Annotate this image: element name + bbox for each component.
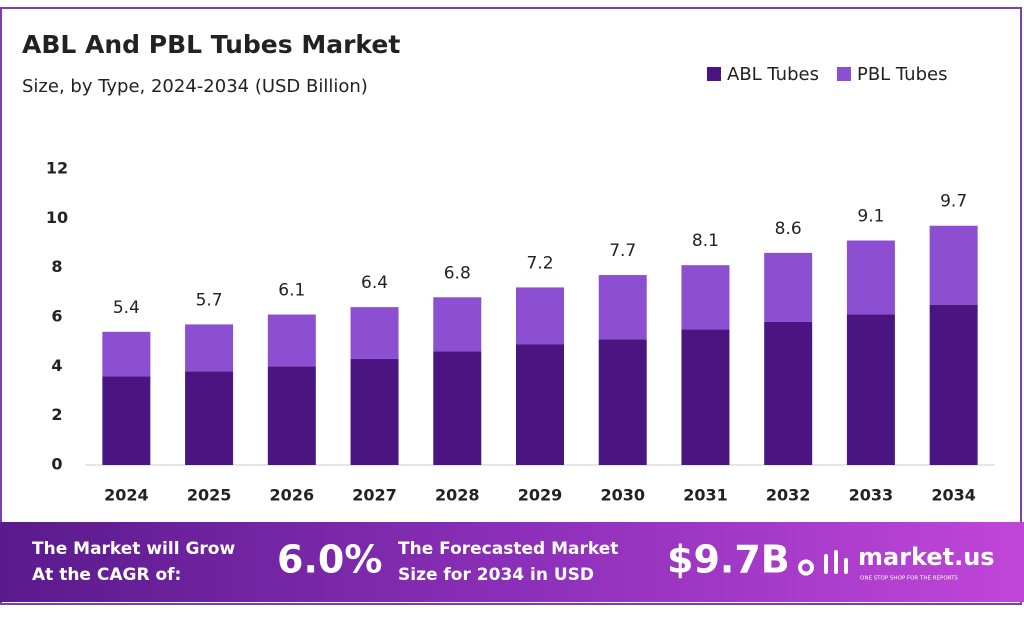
brand-logo <box>798 550 848 576</box>
x-tick-label: 2028 <box>435 486 480 505</box>
y-tick-label: 12 <box>46 159 68 178</box>
x-tick-label: 2026 <box>270 486 315 505</box>
bar-segment <box>433 351 482 465</box>
total-label: 8.6 <box>775 219 802 239</box>
legend-label: PBL Tubes <box>857 64 948 85</box>
x-tick-label: 2029 <box>518 486 563 505</box>
x-tick-label: 2034 <box>931 486 976 505</box>
brand-name: market.us <box>858 543 995 571</box>
x-tick-label: 2025 <box>187 486 232 505</box>
x-tick-label: 2030 <box>600 486 645 505</box>
bar-segment <box>185 371 234 465</box>
bar-segment <box>433 297 482 352</box>
forecast-line: The Forecasted Market <box>398 539 618 559</box>
x-tick-label: 2024 <box>104 486 149 505</box>
y-tick-label: 2 <box>51 405 62 424</box>
x-tick-label: 2027 <box>352 486 397 505</box>
bar-segment <box>598 339 647 465</box>
bar-segment <box>102 376 151 465</box>
bar-segment <box>929 225 978 305</box>
bar-segment <box>350 358 399 465</box>
forecast-value: $9.7B <box>667 538 790 582</box>
y-tick-label: 10 <box>46 208 68 227</box>
cagr-value: 6.0% <box>277 538 382 582</box>
bar-segment <box>846 314 895 465</box>
legend-label: ABL Tubes <box>727 64 819 85</box>
legend-swatch <box>836 67 851 81</box>
brand-tagline: ONE STOP SHOP FOR THE REPORTS <box>860 576 958 582</box>
bar-segment <box>102 331 151 377</box>
total-label: 6.4 <box>361 273 388 293</box>
y-tick-label: 4 <box>51 356 62 375</box>
chart-title: ABL And PBL Tubes Market <box>22 30 400 59</box>
legend-swatch <box>707 67 721 81</box>
bar-segment <box>681 329 730 465</box>
cagr-text: The Market will Grow At the CAGR of: <box>32 539 241 585</box>
bar-segment <box>350 307 399 359</box>
bar-segment <box>764 321 813 465</box>
bar-segment <box>764 252 813 322</box>
bar-segment <box>267 314 316 367</box>
bar-segment <box>185 324 234 372</box>
bar-segment <box>929 304 978 465</box>
forecast-line: Size for 2034 in USD <box>398 565 594 585</box>
x-tick-label: 2031 <box>683 486 728 505</box>
total-label: 7.7 <box>609 241 636 261</box>
bar-segment <box>681 265 730 330</box>
bar-segment <box>267 366 316 465</box>
x-tick-label: 2033 <box>849 486 894 505</box>
x-tick-label: 2032 <box>766 486 811 505</box>
total-label: 9.1 <box>857 207 884 227</box>
chart-subtitle: Size, by Type, 2024-2034 (USD Billion) <box>22 76 368 97</box>
bar-segment <box>516 344 564 465</box>
total-label: 9.7 <box>940 192 967 212</box>
bar-segment <box>516 287 564 345</box>
forecast-text: The Forecasted Market Size for 2034 in U… <box>398 539 624 585</box>
bar-segment <box>846 240 895 315</box>
total-label: 6.1 <box>278 281 305 301</box>
cagr-line: The Market will Grow <box>32 539 235 559</box>
bar-segment <box>598 275 647 340</box>
cagr-line: At the CAGR of: <box>32 565 181 585</box>
y-tick-label: 6 <box>51 307 62 326</box>
total-label: 5.4 <box>113 298 140 318</box>
y-tick-label: 0 <box>51 455 62 474</box>
total-label: 5.7 <box>196 290 223 310</box>
total-label: 7.2 <box>526 253 553 273</box>
y-tick-label: 8 <box>51 257 62 276</box>
total-label: 8.1 <box>692 231 719 251</box>
total-label: 6.8 <box>444 263 471 283</box>
footer-band <box>0 522 1024 602</box>
